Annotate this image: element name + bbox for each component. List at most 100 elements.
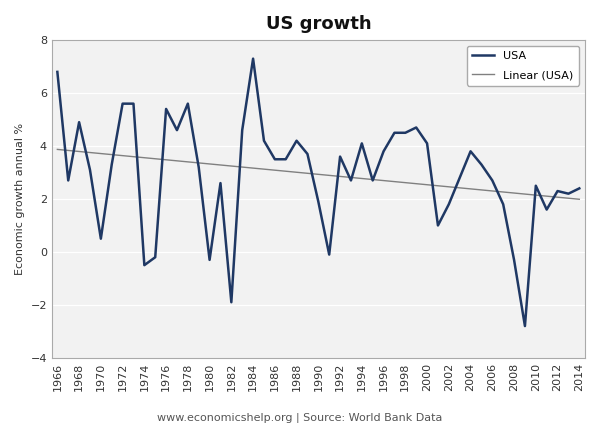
Linear (USA)	[424, 182, 431, 187]
Linear (USA)	[500, 190, 507, 195]
Linear (USA)	[380, 178, 387, 183]
Linear (USA)	[347, 175, 355, 180]
USA	[184, 101, 191, 106]
USA	[54, 69, 61, 74]
Linear (USA)	[206, 162, 213, 167]
USA	[326, 252, 333, 257]
USA	[108, 162, 115, 167]
USA	[250, 56, 257, 61]
USA	[445, 202, 452, 207]
USA	[402, 130, 409, 135]
USA	[315, 199, 322, 204]
USA	[413, 125, 420, 130]
Linear (USA)	[173, 158, 181, 163]
Linear (USA)	[554, 195, 561, 200]
USA	[293, 138, 300, 143]
Linear (USA)	[511, 190, 518, 195]
USA	[576, 186, 583, 191]
Linear (USA)	[239, 165, 246, 170]
Linear (USA)	[358, 176, 365, 181]
USA	[543, 207, 550, 212]
Linear (USA)	[565, 196, 572, 201]
Linear (USA)	[532, 192, 539, 198]
Linear (USA)	[543, 194, 550, 199]
Text: www.economicshelp.org | Source: World Bank Data: www.economicshelp.org | Source: World Ba…	[157, 413, 443, 423]
Linear (USA)	[315, 172, 322, 177]
USA	[271, 157, 278, 162]
Line: Linear (USA): Linear (USA)	[58, 149, 580, 199]
Linear (USA)	[413, 181, 420, 186]
Linear (USA)	[108, 152, 115, 157]
USA	[532, 183, 539, 188]
USA	[152, 255, 159, 260]
USA	[369, 178, 376, 183]
Linear (USA)	[54, 147, 61, 152]
USA	[478, 162, 485, 167]
Linear (USA)	[402, 180, 409, 185]
USA	[434, 223, 442, 228]
Linear (USA)	[293, 170, 300, 175]
Linear (USA)	[65, 148, 72, 153]
USA	[260, 138, 268, 143]
Linear (USA)	[184, 159, 191, 165]
Linear (USA)	[478, 187, 485, 192]
Linear (USA)	[152, 156, 159, 161]
Linear (USA)	[195, 160, 202, 165]
USA	[304, 151, 311, 157]
Line: USA: USA	[58, 59, 580, 326]
USA	[86, 168, 94, 173]
Linear (USA)	[250, 165, 257, 170]
Linear (USA)	[304, 171, 311, 176]
USA	[228, 300, 235, 305]
Linear (USA)	[271, 168, 278, 173]
Linear (USA)	[576, 197, 583, 202]
Linear (USA)	[217, 162, 224, 168]
USA	[554, 189, 561, 194]
USA	[391, 130, 398, 135]
USA	[119, 101, 126, 106]
USA	[380, 149, 387, 154]
Linear (USA)	[391, 179, 398, 184]
Linear (USA)	[141, 155, 148, 160]
USA	[521, 324, 529, 329]
USA	[206, 257, 213, 262]
USA	[511, 257, 518, 262]
Linear (USA)	[86, 150, 94, 155]
USA	[282, 157, 289, 162]
Linear (USA)	[326, 173, 333, 178]
Linear (USA)	[130, 154, 137, 159]
Linear (USA)	[76, 149, 83, 154]
USA	[130, 101, 137, 106]
USA	[424, 141, 431, 146]
USA	[76, 120, 83, 125]
USA	[163, 107, 170, 112]
Legend: USA, Linear (USA): USA, Linear (USA)	[467, 46, 579, 86]
USA	[347, 178, 355, 183]
USA	[358, 141, 365, 146]
Linear (USA)	[337, 174, 344, 179]
Linear (USA)	[445, 184, 452, 190]
USA	[217, 181, 224, 186]
Linear (USA)	[163, 157, 170, 162]
Linear (USA)	[228, 163, 235, 168]
USA	[239, 128, 246, 133]
USA	[500, 202, 507, 207]
Linear (USA)	[282, 169, 289, 174]
Y-axis label: Economic growth annual %: Economic growth annual %	[15, 123, 25, 275]
Linear (USA)	[434, 183, 442, 188]
USA	[467, 149, 474, 154]
USA	[337, 154, 344, 159]
USA	[97, 236, 104, 241]
USA	[65, 178, 72, 183]
Linear (USA)	[521, 192, 529, 197]
Linear (USA)	[260, 167, 268, 172]
USA	[489, 178, 496, 183]
Linear (USA)	[97, 151, 104, 156]
Linear (USA)	[489, 188, 496, 193]
Linear (USA)	[369, 177, 376, 182]
USA	[141, 263, 148, 268]
Linear (USA)	[119, 153, 126, 158]
USA	[456, 175, 463, 180]
USA	[195, 165, 202, 170]
USA	[565, 191, 572, 196]
